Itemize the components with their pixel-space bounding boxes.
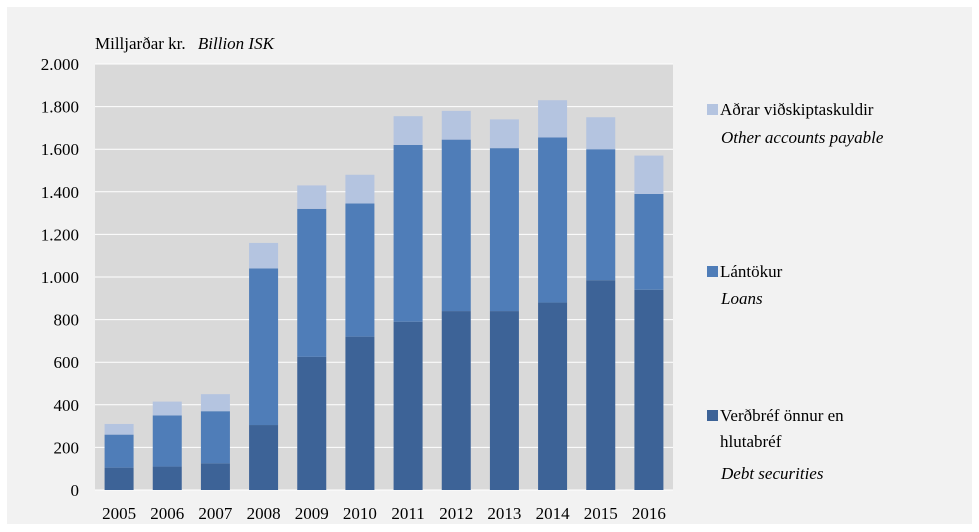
- bar-segment: [200, 411, 230, 464]
- bar-segment: [538, 137, 568, 303]
- x-tick-label: 2006: [150, 504, 184, 523]
- y-axis-ticks: 0 200 400 600 800 1.000 1.200 1.400 1.600 1.800 2.…: [41, 55, 79, 500]
- x-tick-label: 2010: [343, 504, 377, 523]
- bar-segment: [489, 311, 519, 490]
- bar-segment: [586, 149, 616, 281]
- bar-segment: [297, 356, 327, 490]
- y-tick-label: 1.400: [41, 183, 79, 202]
- bar-segment: [152, 415, 182, 467]
- x-tick-label: 2007: [198, 504, 233, 523]
- y-tick-label: 1.000: [41, 268, 79, 287]
- bar-segment: [586, 280, 616, 490]
- bar-segment: [104, 423, 134, 435]
- bar-segment: [104, 434, 134, 468]
- bar-segment: [249, 268, 279, 426]
- legend: Aðrar viðskiptaskuldir Other accounts pay…: [707, 100, 884, 483]
- bar-segment: [249, 242, 279, 269]
- unit-label: Milljarðar kr. Billion ISK: [95, 34, 276, 53]
- stacked-bar-chart: Milljarðar kr. Billion ISK 0 200 400 600 800…: [41, 34, 884, 523]
- y-tick-label: 600: [54, 353, 80, 372]
- legend-label: Verðbréf önnur en: [720, 406, 844, 425]
- bar-segment: [393, 144, 423, 322]
- bar-segment: [152, 401, 182, 416]
- legend-swatch: [707, 104, 718, 115]
- legend-label-english: Other accounts payable: [721, 128, 884, 147]
- x-tick-label: 2009: [295, 504, 329, 523]
- bar-segment: [441, 139, 471, 312]
- y-tick-label: 1.200: [41, 225, 79, 244]
- x-axis-ticks: 2005 2006 2007 2008 2009 2010 2011 2012 2013 2014…: [102, 504, 666, 523]
- bar-segment: [345, 174, 375, 204]
- bar-segment: [200, 394, 230, 412]
- bar-segment: [297, 185, 327, 209]
- legend-label-english: Debt securities: [720, 464, 824, 483]
- bar-segment: [538, 100, 568, 138]
- bar-segment: [345, 336, 375, 490]
- bar-segment: [152, 466, 182, 490]
- gridlines: [95, 63, 673, 491]
- bar-segment: [104, 467, 134, 490]
- bar-segment: [393, 116, 423, 145]
- y-tick-label: 0: [71, 481, 80, 500]
- bar-segment: [393, 321, 423, 490]
- x-tick-label: 2011: [391, 504, 424, 523]
- legend-label-english: Loans: [720, 289, 763, 308]
- y-tick-label: 1.600: [41, 140, 79, 159]
- bar-segment: [441, 311, 471, 490]
- legend-label: Aðrar viðskiptaskuldir: [720, 100, 874, 119]
- bar-segment: [634, 289, 664, 490]
- y-tick-label: 2.000: [41, 55, 79, 74]
- x-tick-label: 2015: [584, 504, 618, 523]
- x-tick-label: 2013: [487, 504, 521, 523]
- legend-swatch: [707, 410, 718, 421]
- x-tick-label: 2012: [439, 504, 473, 523]
- bar-segment: [634, 155, 664, 194]
- bar-segment: [489, 148, 519, 312]
- x-tick-label: 2014: [536, 504, 571, 523]
- x-tick-label: 2005: [102, 504, 136, 523]
- y-tick-label: 1.800: [41, 98, 79, 117]
- y-tick-label: 800: [54, 311, 80, 330]
- bar-segment: [249, 425, 279, 490]
- bar-segment: [441, 110, 471, 140]
- bar-segment: [634, 193, 664, 290]
- bar-segment: [489, 119, 519, 149]
- bars: [104, 100, 664, 490]
- x-tick-label: 2016: [632, 504, 666, 523]
- legend-swatch: [707, 266, 718, 277]
- bar-segment: [297, 208, 327, 357]
- legend-label-line2: hlutabréf: [720, 432, 782, 451]
- chart-frame: Milljarðar kr. Billion ISK 0 200 400 600 800…: [7, 7, 972, 524]
- bar-segment: [586, 117, 616, 150]
- bar-segment: [345, 203, 375, 337]
- legend-label: Lántökur: [720, 262, 783, 281]
- y-tick-label: 400: [54, 396, 80, 415]
- bar-segment: [200, 463, 230, 490]
- y-tick-label: 200: [54, 438, 80, 457]
- x-tick-label: 2008: [247, 504, 281, 523]
- bar-segment: [538, 302, 568, 490]
